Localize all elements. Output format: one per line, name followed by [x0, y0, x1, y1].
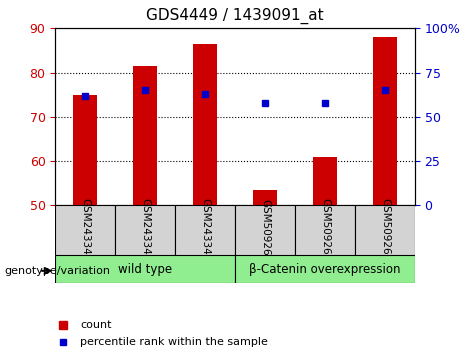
- Bar: [193, 44, 217, 205]
- Text: β-Catenin overexpression: β-Catenin overexpression: [249, 263, 401, 275]
- Text: genotype/variation: genotype/variation: [5, 266, 111, 276]
- Bar: [73, 95, 97, 205]
- Bar: [55, 205, 115, 255]
- Bar: [55, 255, 235, 283]
- Bar: [175, 205, 235, 255]
- Text: GSM509262: GSM509262: [380, 199, 390, 262]
- Text: count: count: [81, 320, 112, 330]
- Bar: [295, 205, 355, 255]
- Text: GSM243346: GSM243346: [80, 198, 90, 262]
- Title: GDS4449 / 1439091_at: GDS4449 / 1439091_at: [146, 8, 324, 24]
- Bar: [355, 205, 415, 255]
- Text: GSM509261: GSM509261: [320, 199, 330, 262]
- Text: GSM243348: GSM243348: [200, 198, 210, 262]
- Bar: [373, 37, 397, 205]
- Text: wild type: wild type: [118, 263, 172, 275]
- Bar: [235, 255, 415, 283]
- Text: GSM509260: GSM509260: [260, 199, 270, 262]
- Bar: [235, 205, 295, 255]
- Bar: [313, 156, 337, 205]
- Bar: [253, 190, 277, 205]
- Text: percentile rank within the sample: percentile rank within the sample: [81, 337, 268, 347]
- Bar: [115, 205, 175, 255]
- Bar: [133, 66, 157, 205]
- Text: GSM243347: GSM243347: [140, 198, 150, 262]
